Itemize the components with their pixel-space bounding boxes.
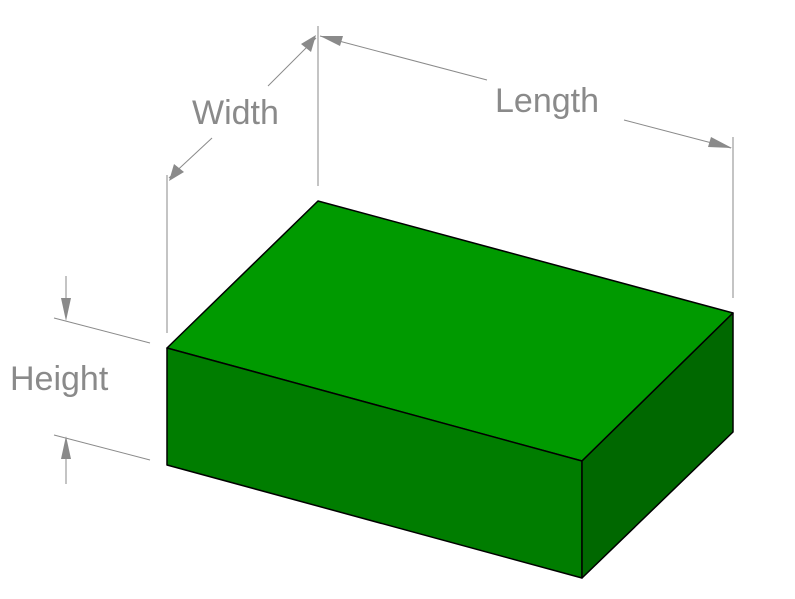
length-dimension-line-left	[319, 35, 488, 81]
height-extension-line-bottom	[53, 434, 151, 461]
box-side-face	[581, 312, 734, 579]
height-arrowhead-bottom	[61, 436, 71, 459]
height-label: Height	[10, 360, 109, 398]
length-dimension: Length	[319, 35, 734, 298]
width-arrowhead-lower	[169, 164, 184, 181]
width-label: Width	[192, 94, 279, 132]
height-arrowhead-top	[61, 298, 71, 321]
length-arrowhead-right	[708, 137, 732, 148]
height-extension-line-top	[53, 317, 151, 344]
height-dimension: Height	[10, 276, 151, 484]
length-label: Length	[495, 82, 599, 120]
length-arrowhead-left	[320, 36, 343, 46]
width-arrowhead-upper	[301, 35, 316, 52]
width-dimension: Width	[166, 26, 319, 333]
